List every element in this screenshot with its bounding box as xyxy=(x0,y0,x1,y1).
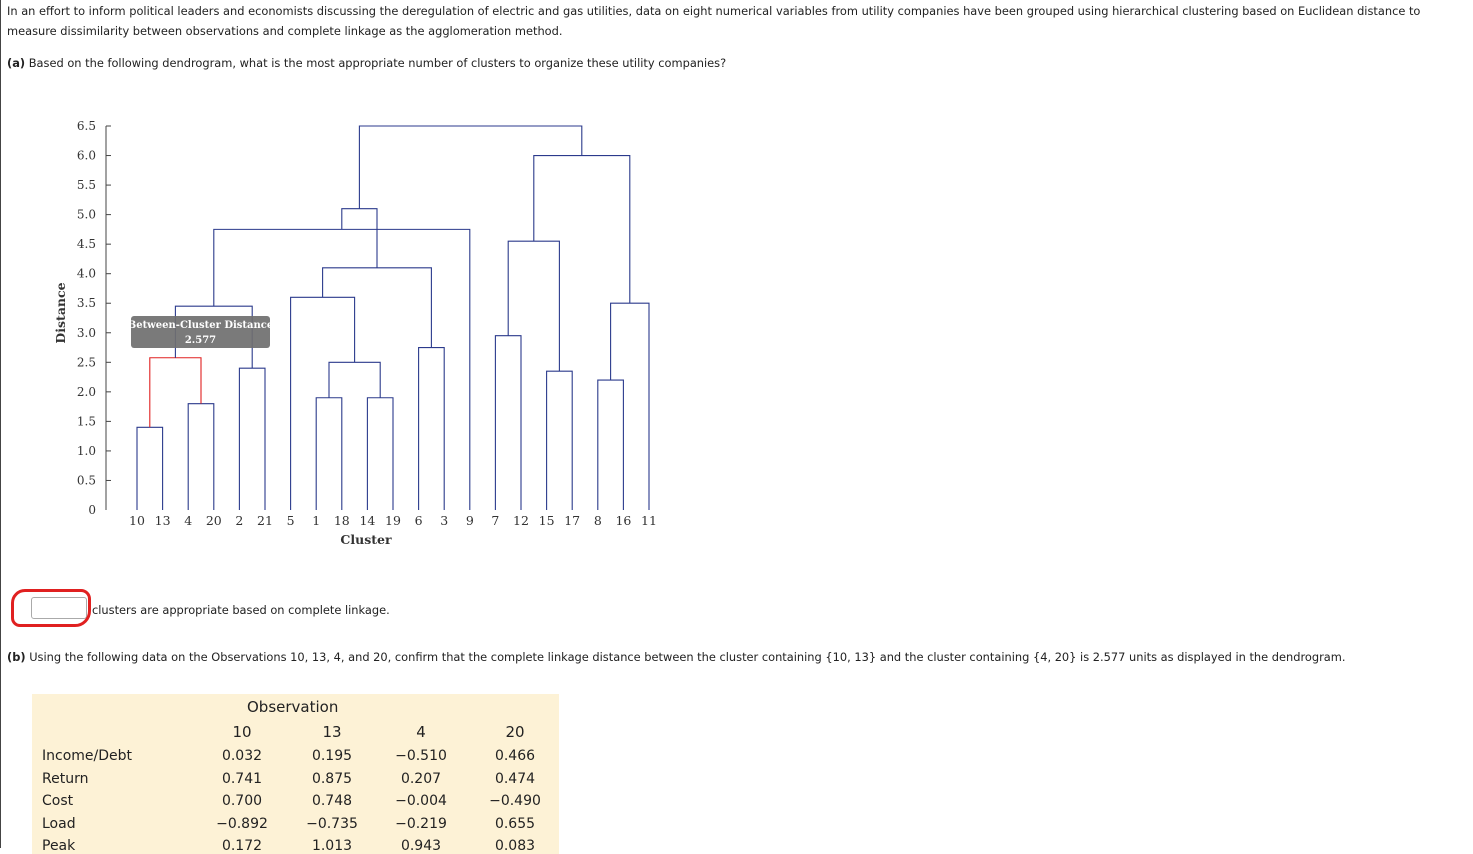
question-a: (a) Based on the following dendrogram, w… xyxy=(7,54,726,73)
y-tick-label: 2.0 xyxy=(77,385,96,399)
x-tick-label: 14 xyxy=(359,513,375,528)
x-tick-label: 20 xyxy=(206,513,222,528)
tooltip-value: 2.577 xyxy=(185,335,216,346)
table-cell: 0.207 xyxy=(400,770,442,787)
table-cell: 0.474 xyxy=(494,770,536,787)
table-cell: −0.004 xyxy=(395,793,447,809)
column-header: 10 xyxy=(232,723,252,741)
merge-link xyxy=(358,125,583,209)
table-cell: 0.875 xyxy=(311,770,353,787)
dendrogram-chart: 0 0.5 1.0 1.5 2.0 2.5 3.0 3.5 4.0 4.5 5.0 5.5 6.0 6.5… xyxy=(53,119,657,547)
x-tick-label: 17 xyxy=(564,513,580,528)
table-cell: −0.219 xyxy=(395,815,447,832)
table-cell: 0.032 xyxy=(221,748,263,764)
table-cell: −0.892 xyxy=(216,815,268,832)
question-a-label: (a) xyxy=(7,56,26,70)
table-cell: −0.735 xyxy=(306,815,358,832)
x-tick-label: 7 xyxy=(491,513,499,528)
x-tick-label: 6 xyxy=(415,513,423,528)
table-cell: 0.172 xyxy=(221,838,263,854)
x-tick-label: 21 xyxy=(257,513,273,528)
x-tick-label: 4 xyxy=(184,513,192,528)
highlighted-merge-link xyxy=(149,357,202,428)
merge-link xyxy=(290,296,356,510)
merge-link xyxy=(322,267,432,348)
x-tick-label: 9 xyxy=(466,513,474,528)
merge-link xyxy=(187,403,215,510)
x-tick-label: 11 xyxy=(641,513,657,528)
merge-link xyxy=(418,346,445,510)
x-tick-label: 10 xyxy=(129,513,145,528)
merge-link xyxy=(341,208,378,268)
y-tick-label: 0.5 xyxy=(77,473,96,487)
x-tick-label: 5 xyxy=(287,513,295,528)
x-tick-label: 18 xyxy=(334,513,350,528)
x-tick-label: 3 xyxy=(440,513,448,528)
merge-link xyxy=(136,426,164,510)
row-label: Return xyxy=(42,770,89,787)
table-cell: 0.466 xyxy=(494,748,536,764)
tooltip-box xyxy=(131,316,270,348)
row-label: Cost xyxy=(42,793,74,809)
row-label: Income/Debt xyxy=(42,748,133,764)
table-cell: 0.943 xyxy=(400,838,442,854)
merge-link xyxy=(546,370,573,510)
intro-text: In an effort to inform political leaders… xyxy=(7,4,1421,38)
column-header: 20 xyxy=(505,723,525,741)
tooltip-title: Between-Cluster Distance xyxy=(128,320,274,331)
y-tick-label: 4.0 xyxy=(77,267,96,281)
merge-link xyxy=(328,361,381,398)
clusters-answer-input[interactable] xyxy=(31,597,87,619)
x-tick-label: 8 xyxy=(594,513,602,528)
row-label: Load xyxy=(42,815,76,832)
observation-table: Observation 10 13 4 20 Income/Debt 0.032 0.195… xyxy=(32,694,559,854)
question-b: (b) Using the following data on the Obse… xyxy=(7,648,1345,667)
y-tick-label: 3.0 xyxy=(77,326,96,340)
table-cell: 1.013 xyxy=(311,838,353,854)
merge-link xyxy=(507,240,560,372)
y-tick-label: 2.5 xyxy=(77,355,96,369)
table-header: Observation xyxy=(247,698,339,716)
question-a-text: Based on the following dendrogram, what … xyxy=(28,56,727,70)
y-tick-label: 3.5 xyxy=(77,296,96,310)
y-tick-label: 5.0 xyxy=(77,208,96,222)
y-axis-label: Distance xyxy=(53,282,68,343)
question-b-label: (b) xyxy=(7,650,26,664)
x-tick-label: 15 xyxy=(539,513,555,528)
question-b-text: Using the following data on the Observat… xyxy=(29,650,1346,664)
merge-link xyxy=(597,379,624,510)
y-tick-label: 6.0 xyxy=(77,149,96,163)
y-tick-label: 4.5 xyxy=(77,237,96,251)
merge-link xyxy=(315,397,343,510)
x-tick-label: 19 xyxy=(385,513,401,528)
y-tick-label: 0 xyxy=(88,503,96,517)
merge-link xyxy=(533,154,631,304)
table-cell: 0.700 xyxy=(221,793,263,809)
x-tick-label: 1 xyxy=(312,513,320,528)
table-cell: 0.741 xyxy=(221,770,263,787)
x-axis-label: Cluster xyxy=(340,532,392,547)
table-cell: 0.748 xyxy=(311,793,353,809)
column-header: 4 xyxy=(416,723,426,741)
x-tick-label: 16 xyxy=(615,513,631,528)
y-tick-label: 1.0 xyxy=(77,444,96,458)
table-cell: 0.083 xyxy=(494,838,536,854)
x-tick-label: 2 xyxy=(235,513,243,528)
merge-link xyxy=(238,367,266,510)
table-cell: 0.195 xyxy=(311,748,353,764)
table-cell: −0.490 xyxy=(489,793,541,809)
merge-link xyxy=(494,335,522,510)
table-cell: −0.510 xyxy=(395,748,447,764)
merge-link xyxy=(610,302,650,510)
x-tick-label: 12 xyxy=(513,513,529,528)
table-cell: 0.655 xyxy=(494,815,536,832)
x-tick-label: 13 xyxy=(155,513,171,528)
answer-suffix-text: clusters are appropriate based on comple… xyxy=(92,603,390,617)
merge-link xyxy=(366,397,394,510)
row-label: Peak xyxy=(42,838,76,854)
y-tick-label: 1.5 xyxy=(77,414,96,428)
column-header: 13 xyxy=(322,723,342,741)
y-tick-label: 5.5 xyxy=(77,178,96,192)
y-tick-label: 6.5 xyxy=(77,119,96,133)
